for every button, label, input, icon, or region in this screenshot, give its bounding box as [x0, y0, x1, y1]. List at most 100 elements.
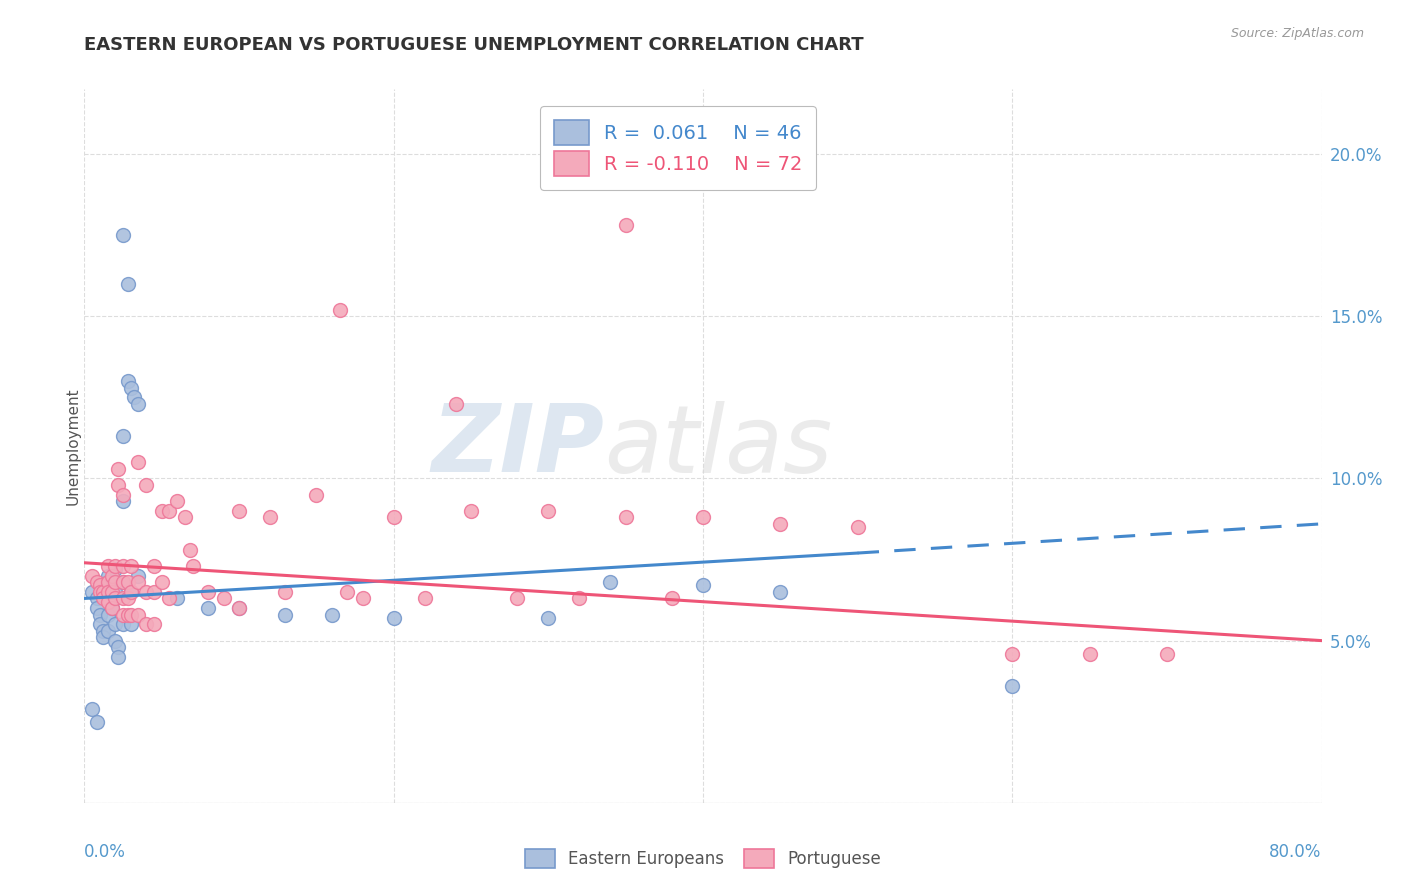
Point: [104, 585, 127, 599]
Point: [97, 585, 120, 599]
Point: [97, 575, 120, 590]
Point: [82, 568, 104, 582]
Point: [321, 607, 343, 622]
Point: [382, 611, 405, 625]
Point: [228, 601, 250, 615]
Text: Source: ZipAtlas.com: Source: ZipAtlas.com: [1230, 27, 1364, 40]
Point: [82, 702, 104, 716]
Point: [104, 591, 127, 606]
Point: [274, 585, 297, 599]
Point: [135, 585, 157, 599]
Point: [117, 607, 139, 622]
Point: [112, 559, 135, 574]
Point: [117, 575, 139, 590]
Point: [661, 591, 683, 606]
Point: [89, 607, 111, 622]
Point: [197, 585, 219, 599]
Point: [212, 591, 235, 606]
Point: [1156, 647, 1178, 661]
Point: [120, 381, 142, 395]
Point: [197, 601, 219, 615]
Point: [159, 591, 181, 606]
Point: [97, 575, 120, 590]
Point: [120, 559, 142, 574]
Point: [89, 617, 111, 632]
Point: [128, 575, 150, 590]
Point: [228, 601, 250, 615]
Point: [82, 585, 104, 599]
Point: [91, 624, 114, 638]
Point: [329, 302, 352, 317]
Point: [692, 510, 714, 524]
Point: [506, 591, 529, 606]
Point: [537, 611, 560, 625]
Point: [112, 429, 135, 443]
Point: [259, 510, 281, 524]
Text: ZIP: ZIP: [432, 400, 605, 492]
Point: [769, 516, 792, 531]
Point: [120, 607, 142, 622]
Point: [150, 575, 173, 590]
Point: [112, 228, 135, 243]
Point: [104, 559, 127, 574]
Legend: Eastern Europeans, Portuguese: Eastern Europeans, Portuguese: [519, 842, 887, 875]
Point: [112, 591, 135, 606]
Point: [91, 591, 114, 606]
Point: [107, 478, 129, 492]
Point: [91, 631, 114, 645]
Point: [101, 568, 124, 582]
Point: [1001, 647, 1024, 661]
Point: [537, 504, 560, 518]
Point: [143, 559, 166, 574]
Point: [181, 559, 204, 574]
Point: [112, 575, 135, 590]
Point: [120, 585, 142, 599]
Point: [228, 504, 250, 518]
Point: [128, 568, 150, 582]
Point: [97, 585, 120, 599]
Point: [274, 607, 297, 622]
Point: [86, 575, 108, 590]
Point: [122, 390, 145, 404]
Point: [107, 640, 129, 654]
Point: [112, 617, 135, 632]
Point: [135, 478, 157, 492]
Point: [382, 510, 405, 524]
Point: [89, 578, 111, 592]
Point: [769, 585, 792, 599]
Point: [104, 633, 127, 648]
Point: [128, 397, 150, 411]
Point: [614, 510, 637, 524]
Point: [150, 504, 173, 518]
Point: [128, 607, 150, 622]
Point: [91, 585, 114, 599]
Point: [179, 542, 201, 557]
Point: [97, 595, 120, 609]
Point: [112, 607, 135, 622]
Point: [444, 397, 467, 411]
Point: [112, 488, 135, 502]
Text: EASTERN EUROPEAN VS PORTUGUESE UNEMPLOYMENT CORRELATION CHART: EASTERN EUROPEAN VS PORTUGUESE UNEMPLOYM…: [84, 36, 863, 54]
Point: [128, 455, 150, 469]
Point: [86, 601, 108, 615]
Text: atlas: atlas: [605, 401, 832, 491]
Point: [599, 575, 621, 590]
Point: [101, 601, 124, 615]
Point: [692, 578, 714, 592]
Point: [104, 575, 127, 590]
Point: [117, 374, 139, 388]
Point: [101, 575, 124, 590]
Point: [86, 591, 108, 606]
Point: [112, 575, 135, 590]
Point: [174, 510, 197, 524]
Point: [101, 601, 124, 615]
Point: [305, 488, 328, 502]
Point: [135, 617, 157, 632]
Point: [107, 461, 129, 475]
Legend: R =  0.061    N = 46, R = -0.110    N = 72: R = 0.061 N = 46, R = -0.110 N = 72: [540, 106, 817, 190]
Point: [97, 624, 120, 638]
Text: 80.0%: 80.0%: [1270, 843, 1322, 861]
Point: [104, 562, 127, 576]
Y-axis label: Unemployment: Unemployment: [66, 387, 80, 505]
Point: [104, 617, 127, 632]
